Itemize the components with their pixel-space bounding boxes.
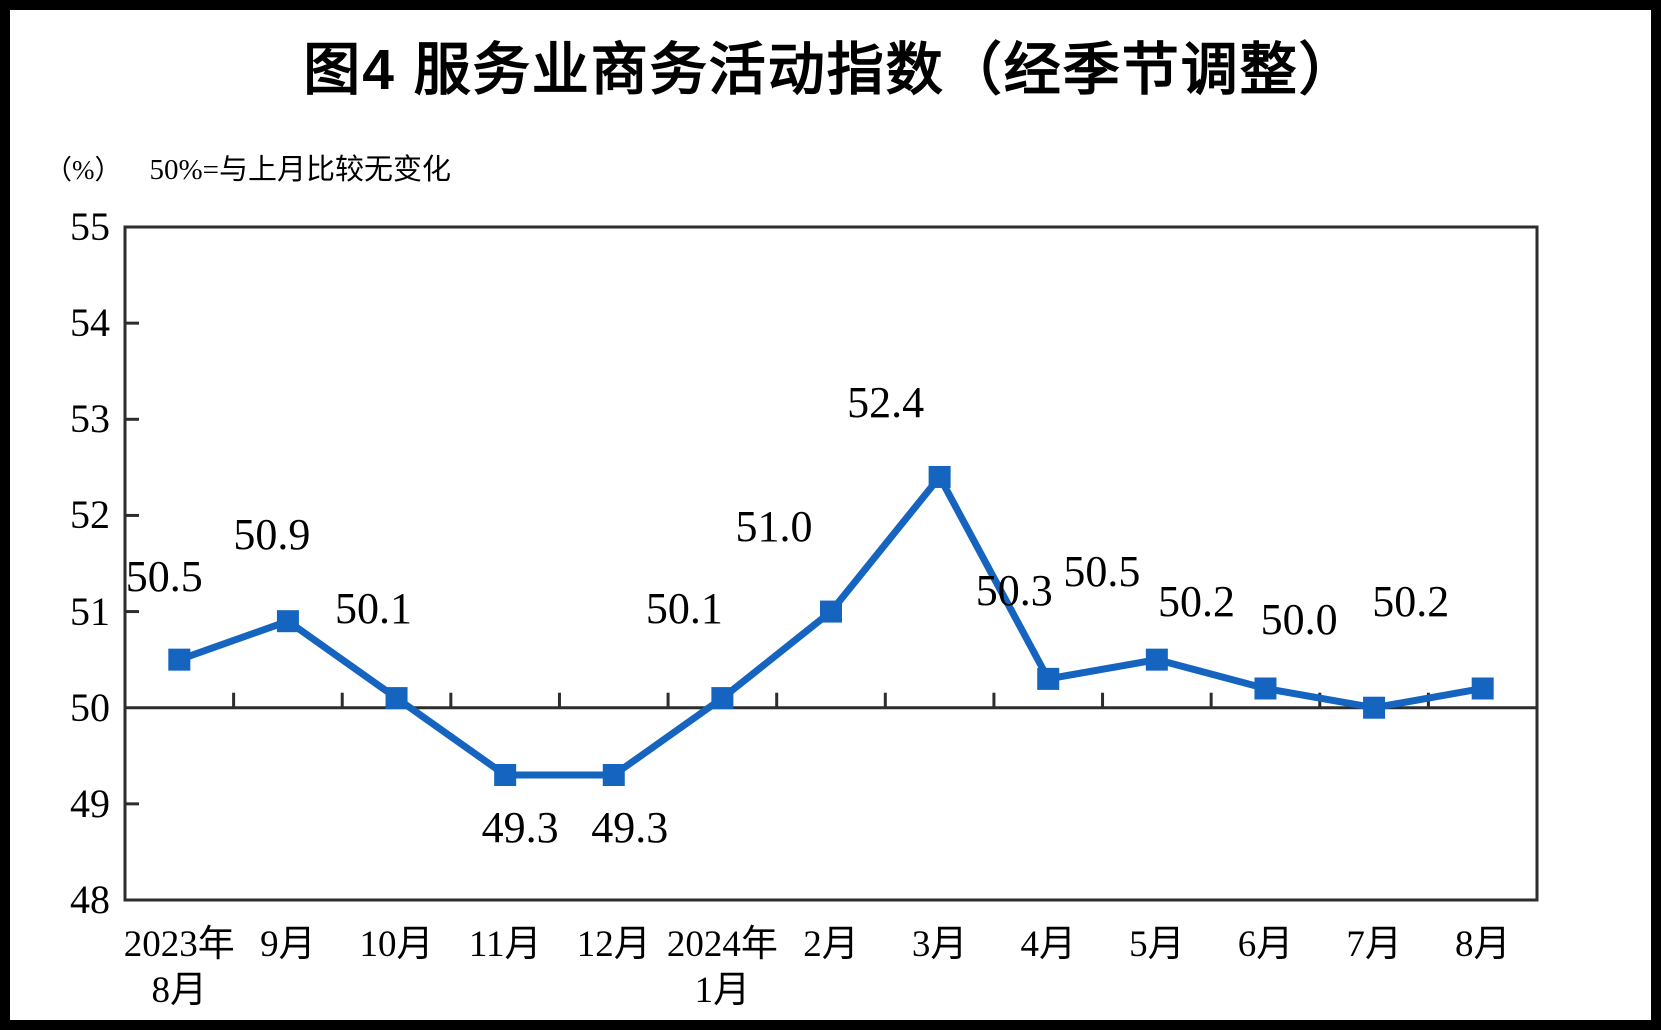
data-point-marker [1363, 696, 1386, 719]
x-axis-label: 9月 [260, 924, 316, 965]
x-axis-label: 7月 [1346, 924, 1402, 965]
data-point-marker [1037, 667, 1060, 690]
y-axis-label: 48 [70, 877, 110, 922]
data-label: 49.3 [591, 803, 669, 852]
x-axis-label: 2024年 1月 [666, 924, 778, 1011]
unit-label: （%） [45, 155, 122, 185]
data-label: 50.2 [1372, 577, 1450, 627]
x-axis-label: 12月 [576, 924, 651, 965]
data-label: 50.5 [125, 551, 203, 601]
plot-border [123, 225, 1539, 902]
y-axis-label: 49 [70, 780, 110, 826]
data-point-marker [276, 610, 299, 633]
data-label: 50.9 [233, 510, 311, 560]
x-axis-label: 5月 [1129, 924, 1185, 965]
y-axis-label: 54 [70, 300, 110, 346]
subtitle-row: （%） 50%=与上月比较无变化 [45, 146, 451, 188]
chart-canvas [123, 225, 1539, 902]
data-label: 50.5 [1063, 546, 1141, 596]
y-axis-label: 50 [70, 684, 110, 730]
y-axis-label: 51 [70, 588, 110, 634]
data-point-marker [711, 687, 734, 710]
data-point-marker [928, 465, 951, 488]
data-point-marker [1254, 677, 1277, 700]
y-axis-label: 53 [70, 396, 110, 442]
data-label: 50.1 [335, 584, 413, 634]
data-point-marker [168, 648, 191, 671]
y-axis-label: 55 [70, 204, 110, 249]
x-axis-label: 11月 [468, 924, 542, 965]
data-point-marker [385, 687, 408, 710]
axis-note: 50%=与上月比较无变化 [149, 154, 452, 186]
y-axis-label: 52 [70, 492, 110, 538]
data-label: 49.3 [481, 803, 559, 852]
x-axis-label: 8月 [1454, 924, 1511, 965]
data-label: 50.2 [1157, 577, 1235, 627]
x-axis-label: 2月 [803, 924, 859, 965]
x-axis-label: 10月 [359, 924, 434, 965]
data-point-marker [494, 764, 517, 787]
x-axis-label: 2023年 8月 [123, 924, 235, 1011]
data-label: 50.3 [975, 565, 1053, 615]
x-axis-label: 4月 [1020, 924, 1076, 965]
data-label: 50.0 [1260, 594, 1338, 644]
data-label: 50.1 [645, 584, 723, 634]
data-point-marker [1471, 677, 1494, 700]
data-point-marker [1145, 648, 1168, 671]
chart-title: 图4 服务业商务活动指数（经季节调整） [303, 38, 1358, 102]
data-label: 51.0 [735, 501, 813, 551]
data-point-marker [820, 600, 842, 623]
data-label: 52.4 [847, 377, 925, 427]
x-axis-label: 6月 [1237, 924, 1294, 965]
data-point-marker [602, 764, 625, 787]
x-axis-label: 3月 [911, 924, 968, 965]
